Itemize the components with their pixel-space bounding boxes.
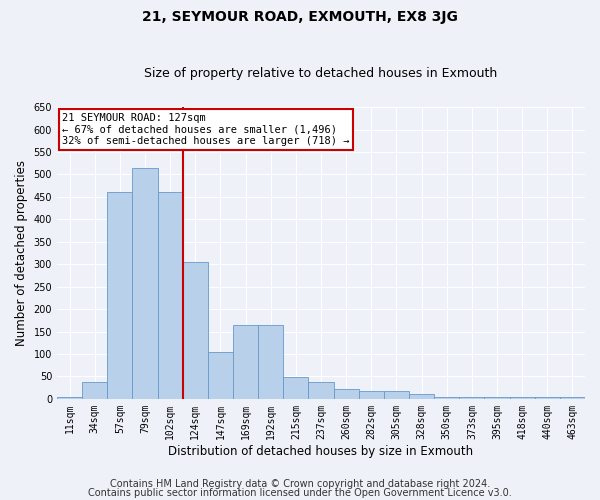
Text: 21 SEYMOUR ROAD: 127sqm
← 67% of detached houses are smaller (1,496)
32% of semi: 21 SEYMOUR ROAD: 127sqm ← 67% of detache… <box>62 113 350 146</box>
Bar <box>434 396 459 399</box>
Title: Size of property relative to detached houses in Exmouth: Size of property relative to detached ho… <box>145 66 497 80</box>
Bar <box>258 325 283 399</box>
Bar <box>308 382 334 399</box>
Bar <box>208 352 233 399</box>
Bar <box>158 192 183 399</box>
Bar <box>334 389 359 399</box>
Text: Contains HM Land Registry data © Crown copyright and database right 2024.: Contains HM Land Registry data © Crown c… <box>110 479 490 489</box>
Bar <box>359 391 384 399</box>
Bar <box>484 398 509 399</box>
Bar <box>133 168 158 399</box>
Bar <box>459 398 484 399</box>
Bar <box>384 391 409 399</box>
Bar <box>183 262 208 399</box>
X-axis label: Distribution of detached houses by size in Exmouth: Distribution of detached houses by size … <box>169 444 473 458</box>
Bar <box>283 378 308 399</box>
Bar <box>82 382 107 399</box>
Bar <box>57 396 82 399</box>
Y-axis label: Number of detached properties: Number of detached properties <box>15 160 28 346</box>
Bar <box>233 325 258 399</box>
Bar <box>535 398 560 399</box>
Text: Contains public sector information licensed under the Open Government Licence v3: Contains public sector information licen… <box>88 488 512 498</box>
Text: 21, SEYMOUR ROAD, EXMOUTH, EX8 3JG: 21, SEYMOUR ROAD, EXMOUTH, EX8 3JG <box>142 10 458 24</box>
Bar <box>509 398 535 399</box>
Bar <box>107 192 133 399</box>
Bar <box>409 394 434 399</box>
Bar <box>560 398 585 399</box>
